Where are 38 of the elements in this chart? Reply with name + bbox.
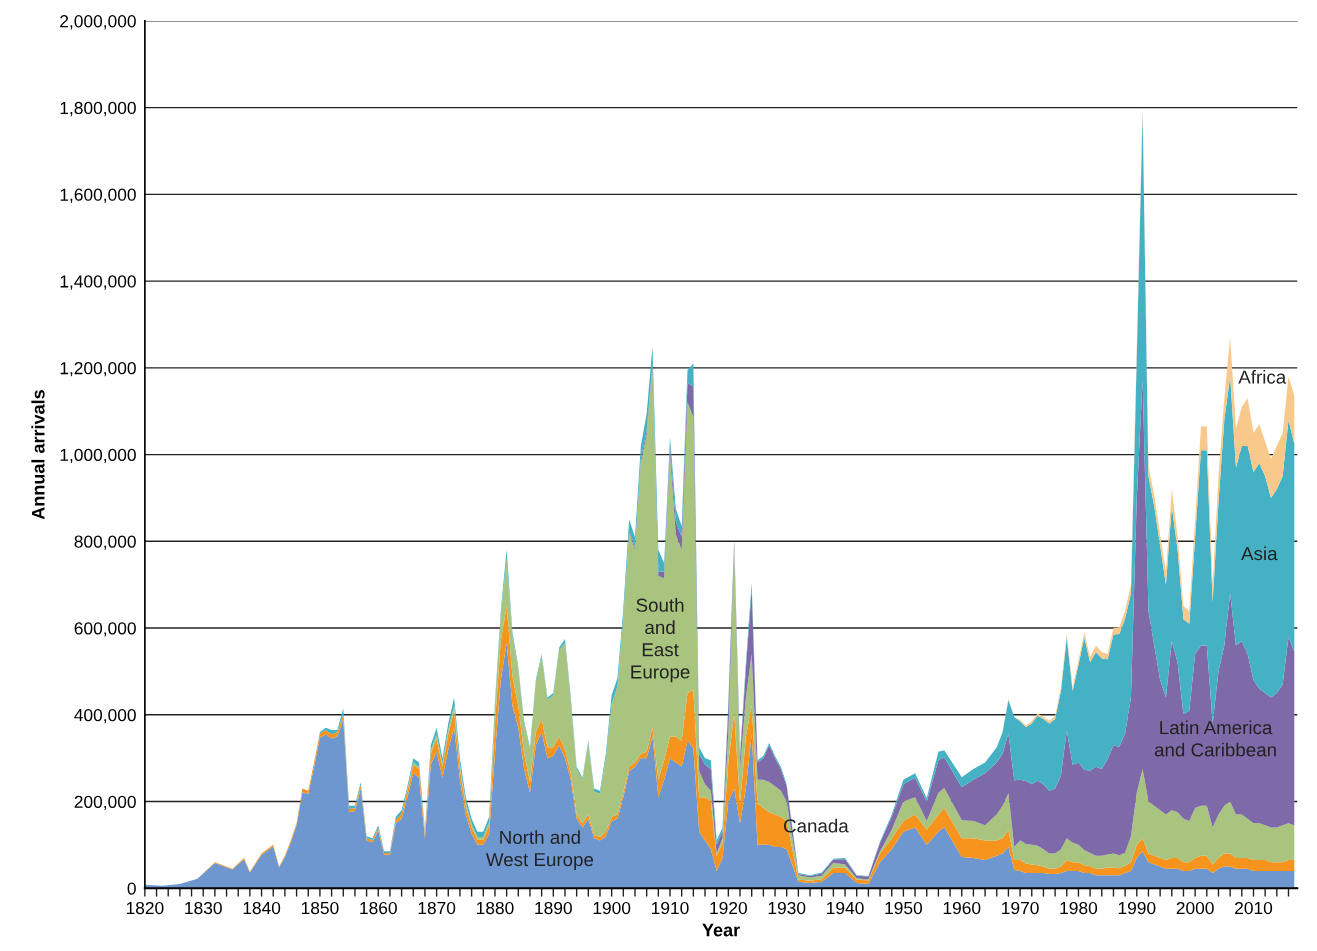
x-tick-label: 2010 (1235, 901, 1273, 915)
y-tick-label: 400,000 (74, 708, 136, 724)
x-tick-label: 2000 (1176, 901, 1214, 915)
x-tick-label: 1820 (126, 901, 164, 915)
x-tick-label: 1970 (1002, 901, 1039, 915)
x-tick-label: 1900 (593, 901, 631, 915)
y-tick-label: 1,000,000 (60, 448, 136, 464)
series-label: Latin America and Caribbean (1154, 720, 1276, 757)
x-tick-label: 1880 (476, 901, 514, 915)
x-tick-label: 1860 (360, 901, 397, 915)
y-tick-label: 0 (127, 882, 136, 895)
x-tick-label: 1890 (535, 901, 572, 915)
x-tick-label: 1960 (943, 901, 981, 915)
x-tick-label: 1830 (185, 901, 222, 915)
x-tick-label: 1980 (1060, 901, 1098, 915)
x-tick-label: 1940 (827, 901, 864, 915)
series-label: Africa (1238, 369, 1287, 384)
x-tick-label: 1920 (710, 901, 747, 915)
x-tick-label: 1910 (652, 901, 689, 915)
series-label: South and East Europe (631, 598, 690, 683)
y-tick-label: 600,000 (74, 622, 136, 637)
x-tick-label: 1930 (768, 901, 806, 915)
y-tick-label: 1,400,000 (60, 275, 136, 290)
x-tick-label: 1840 (243, 901, 281, 915)
series-label: Asia (1241, 546, 1278, 561)
y-axis-title: Annual arrivals (31, 390, 45, 520)
y-tick-label: 800,000 (74, 535, 136, 550)
y-tick-label: 2,000,000 (60, 15, 136, 30)
x-tick-label: 1850 (301, 901, 339, 915)
y-tick-label: 200,000 (74, 795, 136, 811)
x-tick-label: 1870 (418, 901, 456, 915)
y-tick-label: 1,600,000 (60, 188, 136, 203)
y-tick-label: 1,200,000 (60, 362, 136, 377)
x-tick-label: 1950 (885, 901, 923, 915)
x-tick-label: 1990 (1118, 901, 1156, 915)
x-axis-title: Year (702, 923, 740, 937)
series-label: North and West Europe (485, 830, 594, 870)
y-tick-label: 1,800,000 (60, 101, 136, 117)
